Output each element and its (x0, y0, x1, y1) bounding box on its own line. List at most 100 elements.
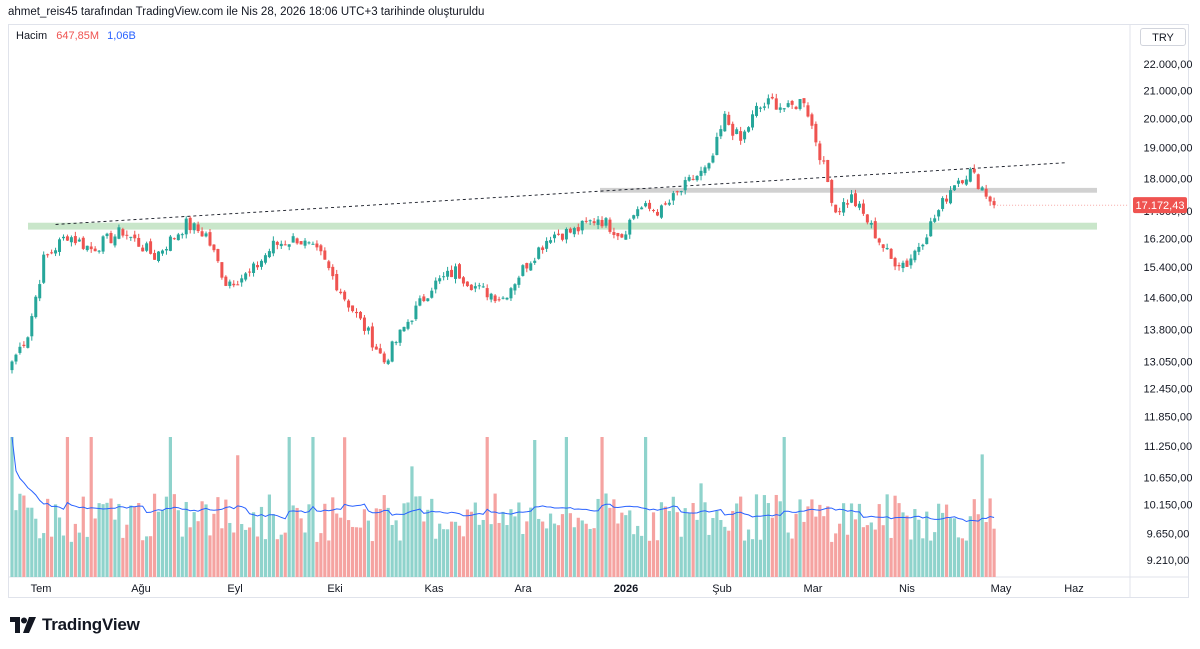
volume-bar (754, 494, 759, 577)
volume-bar (461, 536, 466, 577)
volume-bar (374, 508, 378, 577)
candle-body (200, 231, 204, 237)
candle-body (648, 202, 652, 209)
volume-bar (889, 537, 893, 577)
candle-body (592, 221, 596, 224)
candle-body (248, 271, 252, 273)
candle-body (869, 222, 873, 225)
candle-body (366, 327, 370, 331)
volume-bar (580, 520, 584, 577)
candle-body (30, 316, 34, 337)
x-tick-label: Eyl (227, 583, 242, 595)
candle-body (26, 337, 30, 348)
candle-body (299, 241, 303, 245)
candle-body (434, 280, 438, 290)
candle-body (945, 198, 949, 202)
volume-bar (14, 510, 18, 577)
candle-body (374, 346, 378, 350)
volume-bar (917, 519, 921, 577)
candle-body (509, 288, 513, 299)
volume-bar (604, 493, 608, 577)
volume-bar (176, 510, 180, 577)
candle-body (438, 278, 442, 282)
volume-bar (552, 523, 557, 577)
candle-body (73, 236, 77, 244)
volume-bar (77, 532, 81, 577)
volume-bar (944, 504, 949, 577)
volume-bar (497, 522, 501, 577)
volume-bar (350, 526, 355, 577)
candle-body (659, 205, 663, 218)
candle-body (663, 203, 667, 205)
volume-bar (18, 493, 22, 577)
volume-bar (715, 510, 719, 577)
candle-body (42, 254, 46, 283)
volume-bar (73, 523, 77, 577)
volume-bar (691, 503, 695, 577)
candle-body (382, 353, 386, 363)
candle-body (469, 284, 473, 291)
candle-body (842, 202, 846, 213)
volume-bar (22, 495, 26, 577)
volume-bar (34, 518, 38, 577)
candle-body (628, 219, 632, 235)
volume-bar (279, 534, 283, 577)
volume-bar (133, 506, 137, 577)
candle-body (335, 273, 339, 291)
volume-bar (818, 504, 822, 577)
candle-body (160, 250, 164, 254)
volume-bar (220, 528, 224, 577)
candle-body (398, 329, 402, 343)
volume-bar (869, 522, 873, 577)
candle-body (913, 250, 917, 261)
tradingview-logo: TradingView (10, 615, 140, 635)
y-tick-label: 10.650,00 (1144, 472, 1193, 484)
volume-bar (964, 540, 968, 577)
volume-bar (838, 523, 842, 577)
volume-bar (608, 507, 612, 577)
candle-body (636, 209, 640, 217)
volume-bar (537, 518, 541, 577)
candle-body (786, 103, 790, 107)
volume-bar (881, 525, 885, 577)
candle-body (145, 243, 149, 251)
candle-body (584, 220, 588, 222)
candle-body (307, 242, 311, 244)
volume-bar (683, 508, 687, 577)
volume-bar (85, 536, 89, 577)
volume-bar (572, 527, 576, 577)
volume-bar (390, 524, 394, 577)
candle-body (497, 299, 501, 301)
x-tick-label: Mar (804, 583, 823, 595)
volume-bar (216, 497, 220, 577)
volume-bar (180, 536, 184, 577)
candle-body (731, 123, 735, 136)
candle-body (941, 198, 945, 209)
y-tick-label: 10.150,00 (1144, 500, 1193, 512)
volume-bar (69, 541, 73, 577)
candle-body (10, 361, 14, 371)
candle-body (291, 236, 295, 243)
candle-body (319, 245, 323, 252)
candle-body (61, 236, 65, 239)
volume-bar (636, 525, 640, 577)
volume-bar (208, 535, 212, 577)
volume-bar (343, 437, 347, 577)
candle-body (529, 263, 533, 271)
candle-body (873, 221, 877, 239)
volume-bar (517, 502, 521, 577)
volume-bar (972, 499, 976, 577)
candle-body (711, 155, 715, 163)
currency-button[interactable]: TRY (1140, 28, 1186, 46)
volume-bar (505, 525, 509, 577)
candle-body (850, 194, 854, 203)
candle-body (358, 311, 362, 319)
volume-bar (703, 502, 707, 577)
candle-body (972, 168, 976, 173)
candle-body (564, 228, 568, 240)
volume-bar (568, 513, 572, 577)
volume-bar (671, 496, 675, 577)
candle-body (762, 106, 766, 108)
volume-bar (588, 528, 592, 577)
